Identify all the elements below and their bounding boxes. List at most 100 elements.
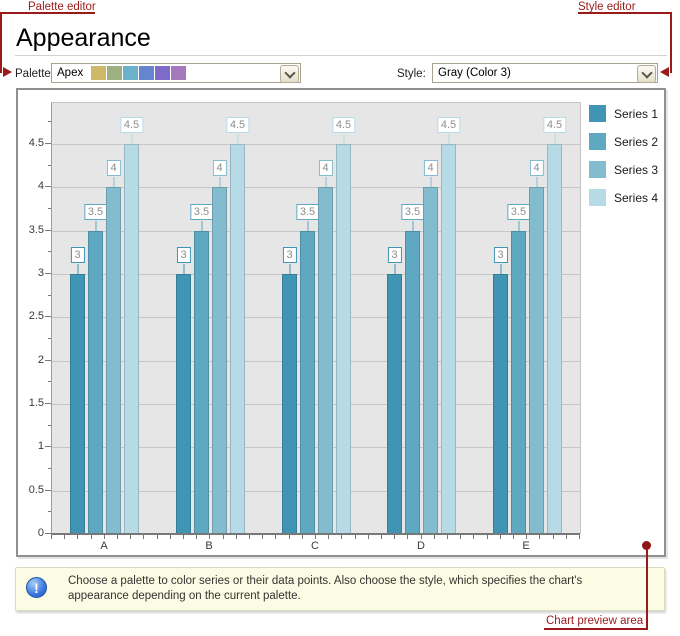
x-minor-tick xyxy=(394,535,395,539)
x-minor-tick xyxy=(500,535,501,539)
x-axis-label: D xyxy=(417,540,425,552)
data-label-connector xyxy=(518,221,519,231)
chevron-down-icon[interactable] xyxy=(280,65,299,83)
y-minor-tick xyxy=(48,121,51,122)
legend-label: Series 1 xyxy=(614,106,659,121)
x-minor-tick xyxy=(183,535,184,539)
legend-item: Series 4 xyxy=(589,189,658,206)
palette-callout-line-h xyxy=(0,12,95,14)
data-label: 4 xyxy=(106,160,121,176)
style-editor-callout-label: Style editor xyxy=(578,1,636,13)
data-label: 4.5 xyxy=(436,117,461,133)
bar-C-s3 xyxy=(318,187,333,534)
chevron-down-icon[interactable] xyxy=(637,65,656,83)
y-major-tick xyxy=(45,230,51,231)
data-label: 3 xyxy=(70,247,85,263)
x-minor-tick xyxy=(526,535,527,539)
style-dropdown[interactable]: Gray (Color 3) xyxy=(432,63,658,83)
palette-swatch-1 xyxy=(107,66,123,80)
data-label: 4 xyxy=(318,160,333,176)
gridline xyxy=(52,490,580,492)
x-minor-tick xyxy=(275,535,276,539)
y-minor-tick xyxy=(48,511,51,512)
gridline xyxy=(52,317,580,319)
plot-area: 3 3.5 4 4.5 3 3.5 4 4.5 3 3.5 4 4.5 3 3.5 4 4.5 3 3.5 4 4.5 xyxy=(51,102,581,534)
bar-C-s1 xyxy=(282,274,297,534)
y-axis-label: 4 xyxy=(37,180,44,192)
x-minor-tick xyxy=(130,535,131,539)
bar-B-s3 xyxy=(212,187,227,534)
x-axis-line xyxy=(51,533,580,535)
data-label-connector xyxy=(430,177,431,187)
info-box-text: Choose a palette to color series or thei… xyxy=(68,575,583,602)
bar-E-s4 xyxy=(547,144,562,534)
x-minor-tick xyxy=(64,535,65,539)
x-minor-tick xyxy=(553,535,554,539)
palette-swatch-3 xyxy=(139,66,155,80)
y-minor-tick xyxy=(48,425,51,426)
y-major-tick xyxy=(45,533,51,534)
y-major-tick xyxy=(45,186,51,187)
gridline xyxy=(52,187,580,189)
info-box: ! Choose a palette to color series or th… xyxy=(15,567,665,611)
y-major-tick xyxy=(45,490,51,491)
y-major-tick xyxy=(45,360,51,361)
x-axis-label: A xyxy=(100,540,108,552)
palette-editor-callout-label: Palette editor xyxy=(28,1,96,13)
data-label-connector xyxy=(201,221,202,231)
x-minor-tick xyxy=(170,535,171,539)
legend-swatch xyxy=(589,161,606,178)
y-axis-label: 4.5 xyxy=(28,137,44,149)
bar-E-s1 xyxy=(493,274,508,534)
y-minor-tick xyxy=(48,381,51,382)
x-minor-tick xyxy=(368,535,369,539)
bar-B-s1 xyxy=(176,274,191,534)
data-label: 3 xyxy=(282,247,297,263)
gridline xyxy=(52,230,580,232)
x-minor-tick xyxy=(434,535,435,539)
gridline xyxy=(52,143,580,145)
x-minor-tick xyxy=(421,535,422,539)
x-minor-tick xyxy=(447,535,448,539)
x-minor-tick xyxy=(117,535,118,539)
legend-swatch xyxy=(589,133,606,150)
y-axis-label: 0 xyxy=(37,527,44,539)
data-label-connector xyxy=(183,264,184,274)
y-minor-tick xyxy=(48,208,51,209)
x-minor-tick xyxy=(460,535,461,539)
bar-A-s1 xyxy=(70,274,85,534)
palette-swatch-strip xyxy=(91,66,187,80)
data-label-connector xyxy=(536,177,537,187)
x-minor-tick xyxy=(341,535,342,539)
palette-dropdown[interactable]: Apex xyxy=(51,63,301,83)
data-label: 4 xyxy=(423,160,438,176)
y-major-tick xyxy=(45,143,51,144)
bar-D-s2 xyxy=(405,231,420,534)
data-label-connector xyxy=(307,221,308,231)
y-axis-label: 1 xyxy=(37,440,44,452)
x-minor-tick xyxy=(91,535,92,539)
bar-B-s2 xyxy=(194,231,209,534)
x-minor-tick xyxy=(473,535,474,539)
bar-D-s1 xyxy=(387,274,402,534)
chart-preview-area[interactable]: 3 3.5 4 4.5 3 3.5 4 4.5 3 3.5 4 4.5 3 3.5 4 4.5 3 3.5 4 4.5… xyxy=(16,88,666,557)
y-major-tick xyxy=(45,403,51,404)
x-minor-tick xyxy=(196,535,197,539)
x-minor-tick xyxy=(236,535,237,539)
data-label: 3.5 xyxy=(189,204,214,220)
data-label: 4.5 xyxy=(119,117,144,133)
x-minor-tick xyxy=(143,535,144,539)
legend-label: Series 3 xyxy=(614,162,659,177)
bar-B-s4 xyxy=(230,144,245,534)
style-dropdown-value: Gray (Color 3) xyxy=(438,67,511,79)
style-label: Style: xyxy=(397,68,426,80)
chart-legend: Series 1 Series 2 Series 3 Series 4 xyxy=(589,105,658,217)
data-label-connector xyxy=(113,177,114,187)
bar-E-s3 xyxy=(529,187,544,534)
data-label-connector xyxy=(325,177,326,187)
y-axis-label: 2.5 xyxy=(28,310,44,322)
x-minor-tick xyxy=(315,535,316,539)
gridline xyxy=(52,447,580,449)
bar-A-s2 xyxy=(88,231,103,534)
y-axis-label: 2 xyxy=(37,354,44,366)
